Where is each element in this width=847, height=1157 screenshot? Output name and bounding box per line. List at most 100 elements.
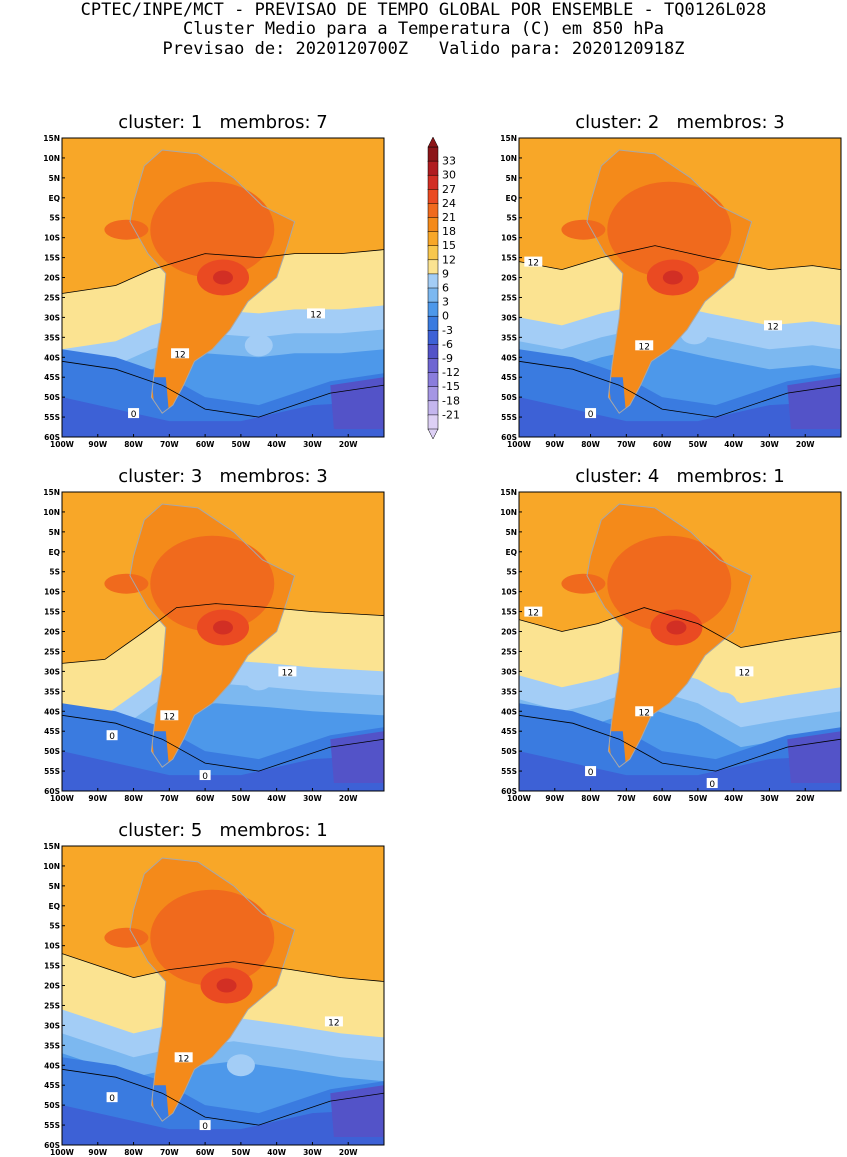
y-tick-label: 20S xyxy=(44,274,60,283)
contour-label-box xyxy=(160,710,179,721)
contour-label: 12 xyxy=(638,708,649,718)
field-band-m3 xyxy=(519,397,841,437)
y-tick-label: 10N xyxy=(500,154,517,163)
map-frame xyxy=(61,491,385,792)
land-patagonia xyxy=(151,1085,170,1126)
contour-label-box xyxy=(524,606,543,617)
colorbar-label: 24 xyxy=(442,197,456,210)
y-tick-label: 55S xyxy=(44,1121,60,1130)
contour-12 xyxy=(519,245,841,271)
y-tick-label: 55S xyxy=(44,767,60,776)
colorbar-swatch xyxy=(427,259,439,275)
y-tick-label: 40S xyxy=(44,353,60,362)
colorbar-swatch xyxy=(427,189,439,205)
field-cold-core xyxy=(330,1085,384,1137)
colorbar-swatch xyxy=(427,315,439,332)
x-tick-label: 70W xyxy=(617,794,636,803)
colorbar-label: -3 xyxy=(442,324,453,337)
y-tick-label: 15N xyxy=(43,488,60,497)
x-tick-label: 100W xyxy=(50,794,75,803)
contour-label: 0 xyxy=(202,772,208,782)
colorbar-swatch xyxy=(427,160,439,176)
land-patagonia xyxy=(151,731,170,772)
y-tick-label: 55S xyxy=(44,413,60,422)
y-tick-label: 15S xyxy=(44,254,60,263)
y-tick-label: 45S xyxy=(501,727,517,736)
field-band-m3 xyxy=(62,397,384,437)
colorbar-swatch xyxy=(427,358,439,374)
y-tick-label: 20S xyxy=(44,982,60,991)
y-tick-label: 5N xyxy=(506,174,518,183)
colorbar-swatch xyxy=(427,203,439,219)
contour-label: 12 xyxy=(528,609,539,619)
y-tick-label: 10S xyxy=(44,942,60,951)
colorbar-swatch xyxy=(427,174,439,191)
colorbar-swatch xyxy=(427,386,439,402)
x-tick-label: 70W xyxy=(160,1148,179,1157)
field-warm-21 xyxy=(150,181,275,278)
field-cold-patch xyxy=(244,334,273,357)
x-tick-label: 100W xyxy=(507,440,532,449)
y-tick-label: 5N xyxy=(49,174,61,183)
map-panel-1: 12 12 0 15N 10N 5N EQ 5S 10S 15S 20S 25S 30S 35S 40S 45… xyxy=(43,134,385,449)
y-tick-label: 25S xyxy=(44,1001,60,1010)
coastline xyxy=(129,503,296,768)
contour-label: 0 xyxy=(202,1122,208,1132)
y-tick-label: EQ xyxy=(49,902,61,911)
map-frame xyxy=(61,137,385,438)
x-tick-label: 80W xyxy=(124,794,143,803)
y-tick-label: 55S xyxy=(501,413,517,422)
colorbar-swatch xyxy=(427,287,439,303)
x-tick-label: 90W xyxy=(88,794,107,803)
contour-label-box xyxy=(278,666,297,677)
x-tick-label: 100W xyxy=(50,440,75,449)
y-tick-label: 20S xyxy=(501,274,517,283)
contour-label: 0 xyxy=(588,768,594,778)
y-tick-label: 40S xyxy=(44,707,60,716)
contour-12 xyxy=(519,607,841,648)
y-tick-label: 5N xyxy=(49,882,61,891)
field-band-m3 xyxy=(519,751,841,791)
panel-title-cluster-3: cluster: 3 membros: 3 xyxy=(118,466,328,487)
x-tick-label: 80W xyxy=(124,1148,143,1157)
y-tick-label: 25S xyxy=(44,293,60,302)
y-tick-label: 5N xyxy=(49,528,61,537)
field-warm-ocean xyxy=(561,219,606,240)
field-max-core xyxy=(213,620,233,635)
contour-label-box xyxy=(307,308,326,319)
field-cold-core xyxy=(787,731,841,783)
colorbar-swatch xyxy=(427,231,439,247)
x-tick-label: 20W xyxy=(796,794,815,803)
contour-label-box xyxy=(524,256,543,267)
y-tick-label: 45S xyxy=(44,1081,60,1090)
y-tick-label: 10S xyxy=(501,588,517,597)
x-tick-label: 80W xyxy=(581,440,600,449)
colorbar-swatch xyxy=(427,146,439,162)
map-fill-1: 12 12 0 xyxy=(62,138,384,437)
colorbar-arrow-top xyxy=(427,136,439,148)
contour-label-box xyxy=(128,408,140,419)
field-cold-patch xyxy=(708,692,737,715)
field-band-m3 xyxy=(62,1105,384,1145)
colorbar-swatch xyxy=(427,414,439,430)
land-patagonia xyxy=(608,731,627,772)
y-tick-label: 40S xyxy=(501,353,517,362)
header-line-1: CPTEC/INPE/MCT - PREVISAO DE TEMPO GLOBA… xyxy=(80,0,767,20)
y-tick-label: 10N xyxy=(43,508,60,517)
y-tick-label: 25S xyxy=(44,647,60,656)
x-tick-label: 20W xyxy=(339,1148,358,1157)
header-line-2: Cluster Medio para a Temperatura (C) em … xyxy=(182,19,665,39)
contour-0 xyxy=(62,1068,384,1126)
x-tick-label: 100W xyxy=(507,794,532,803)
contour-label-box xyxy=(106,730,118,741)
field-warm-21 xyxy=(607,181,732,278)
contour-0 xyxy=(519,360,841,418)
y-tick-label: 5S xyxy=(506,568,517,577)
colorbar-label: -6 xyxy=(442,338,453,351)
field-max-core xyxy=(662,270,683,285)
colorbar-swatch xyxy=(427,245,439,261)
y-tick-label: 45S xyxy=(44,727,60,736)
panel-title-cluster-2: cluster: 2 membros: 3 xyxy=(575,112,785,133)
x-tick-label: 60W xyxy=(196,440,215,449)
y-tick-label: 15S xyxy=(44,608,60,617)
